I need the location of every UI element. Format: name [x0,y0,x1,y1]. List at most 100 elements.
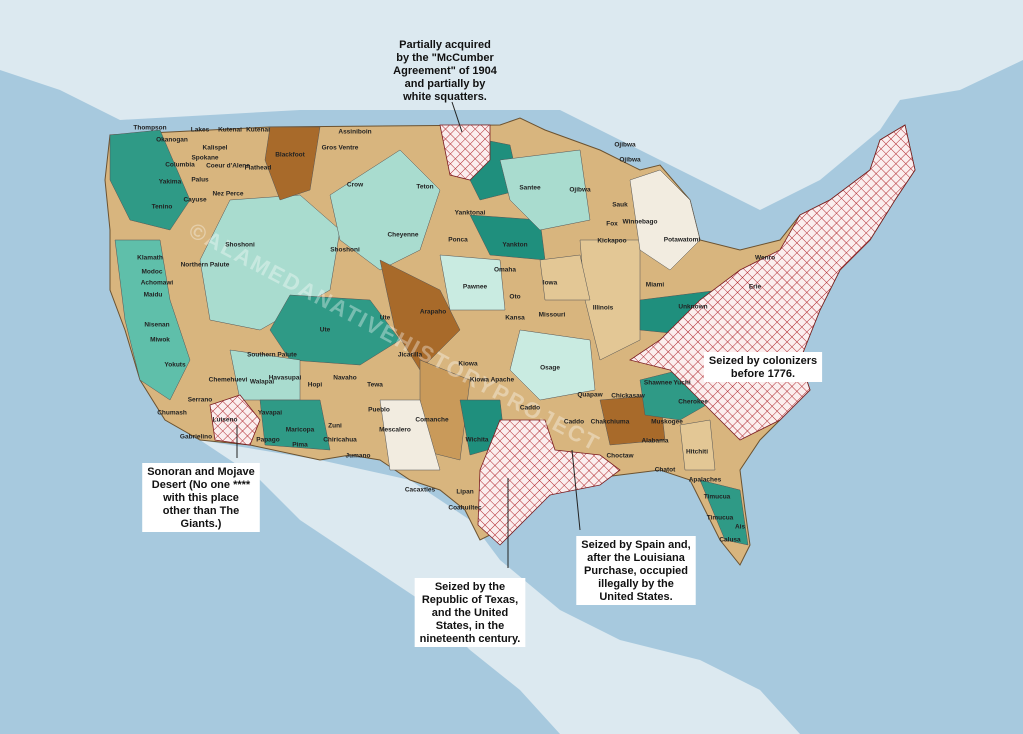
tribe-label: Tewa [367,382,383,389]
annotation-line: before 1776. [731,368,795,380]
annotation-line: nineteenth century. [420,633,521,645]
tribe-label: Alabama [641,438,668,445]
tribe-label: Yanktonai [455,210,486,217]
tribe-label: Arapaho [420,309,446,316]
tribe-label: Chemehuevi [209,377,248,384]
tribe-label: Caddo [520,405,540,412]
tribe-label: Hopi [308,382,323,389]
territory [114,239,191,401]
tribe-label: Miwok [150,337,170,344]
tribe-label: Chakchiuma [591,419,630,426]
tribe-label: Zuni [328,423,342,430]
territory [379,399,441,471]
leader-line [571,449,581,531]
tribe-label: Jicarilla [398,352,423,359]
tribe-label: Shoshoni [225,242,255,249]
tribe-label: Gabrielino [180,434,212,441]
territory [269,294,401,366]
tribe-label: Potawatomi [664,237,701,244]
annotation-line: States, in the [436,620,504,632]
tribe-label: Nisenan [144,322,169,329]
tribe-label: Achomawi [141,280,174,287]
leader-line [451,101,463,133]
tribe-label: Yokuts [164,362,186,369]
tribe-label: Shoshoni [330,247,360,254]
tribe-label: Teton [416,184,433,191]
tribe-label: Ais [735,524,746,531]
tribe-label: Gros Ventre [322,145,359,152]
tribe-label: Ojibwa [619,157,641,164]
tribe-label: Assiniboin [338,129,371,136]
tribe-label: Coahuiltec [448,505,482,512]
territory [439,254,506,311]
annotation-line: Seized by the [435,581,505,593]
tribe-label: Blackfoot [275,152,305,159]
tribe-label: Southern Paiute [247,352,297,359]
tribe-label: Caddo [564,419,584,426]
tribe-label: Kutenai [246,127,270,134]
tribe-label: Yankton [502,242,527,249]
tribe-label: Cacaxtles [405,487,436,494]
canada [0,0,1023,210]
tribe-label: Flathead [245,165,272,172]
tribe-label: Maricopa [286,427,315,434]
tribe-label: Ponca [448,237,468,244]
tribe-label: Ute [320,327,331,334]
tribe-label: Wichita [465,437,488,444]
tribe-label: Nez Perce [212,191,243,198]
tribe-label: Illinois [593,305,614,312]
annotation-line: with this place [162,492,239,504]
tribe-label: Miami [646,282,665,289]
territory [264,126,321,201]
territory [109,129,191,231]
tribe-label: Maidu [144,292,163,299]
tribe-label: Chickasaw [611,393,646,400]
tribe-label: Quapaw [577,392,603,399]
tribe-label: Thompson [133,125,166,132]
tribe-label: Choctaw [606,453,634,460]
tribe-label: Coeur d'Alene [206,163,250,170]
annotation-line: white squatters. [402,91,487,103]
annotation-line: after the Louisiana [587,552,686,564]
tribe-label: Lipan [456,489,473,496]
tribe-label: Chatot [655,467,676,474]
tribe-label: Missouri [539,312,566,319]
seized-areas [209,124,916,546]
tribe-label: Crow [347,182,364,189]
annotation-line: Agreement" of 1904 [393,65,498,77]
tribe-label: Havasupai [269,375,302,382]
tribe-label: Yakima [159,179,182,186]
tribe-label: Ute [380,315,391,322]
annotation-line: other than The [163,505,239,517]
seized-area [629,124,916,441]
tribe-label: Kiowa Apache [470,377,515,384]
tribe-label: Omaha [494,267,516,274]
tribe-label: Sauk [612,202,628,209]
tribe-label: Tenino [152,204,173,211]
tribe-label: Hitchiti [686,449,708,456]
tribe-label: Pima [292,442,308,449]
tribe-label: Northern Paiute [181,262,230,269]
tribe-label: Papago [256,437,280,444]
tribe-label: Fox [606,221,618,228]
tribe-label: Serrano [188,397,213,404]
tribe-label: Calusa [719,537,741,544]
territory [679,419,716,471]
tribe-label: Timucua [707,515,734,522]
territory [509,329,596,401]
tribe-label: Kansa [505,315,525,322]
territory [379,259,461,371]
tribe-label: Kiowa [458,361,478,368]
tribe-label: Santee [519,185,541,192]
tribe-label: Klamath [137,255,163,262]
tribe-label: Columbia [165,162,195,169]
annotation-line: Seized by Spain and, [581,539,690,551]
tribe-label: Kickapoo [597,238,626,245]
tribe-label: Comanche [415,417,449,424]
tribe-label: Walapai [250,379,275,386]
annotation-box [142,463,260,532]
